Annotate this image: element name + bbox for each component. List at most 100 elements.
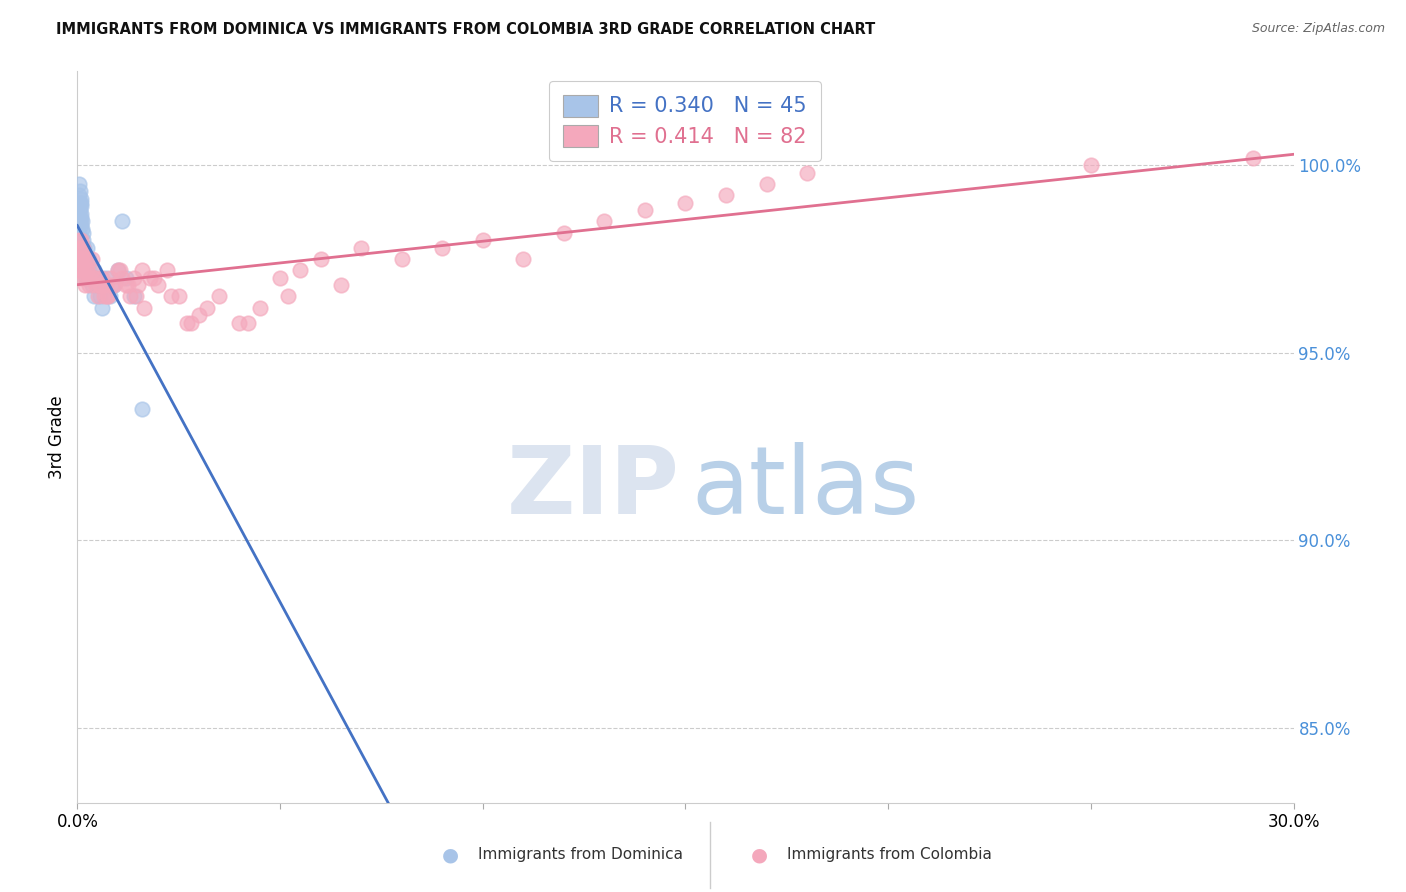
Point — [111, 270, 134, 285]
Point — [309, 252, 332, 266]
Point — [277, 289, 299, 303]
Point — [84, 278, 107, 293]
Point — [72, 233, 94, 247]
Point — [131, 263, 153, 277]
Point — [98, 289, 121, 303]
Point — [67, 177, 90, 191]
Point — [70, 222, 93, 236]
Point — [236, 316, 259, 330]
Point — [188, 308, 211, 322]
Point — [76, 252, 98, 266]
Point — [76, 263, 98, 277]
Point — [69, 252, 91, 266]
Legend: R = 0.340   N = 45, R = 0.414   N = 82: R = 0.340 N = 45, R = 0.414 N = 82 — [550, 81, 821, 161]
Point — [67, 252, 90, 266]
Point — [290, 263, 312, 277]
Point — [73, 278, 96, 293]
Point — [1241, 151, 1264, 165]
Point — [70, 211, 93, 225]
Point — [77, 270, 100, 285]
Point — [75, 263, 97, 277]
Point — [67, 226, 90, 240]
Point — [67, 241, 90, 255]
Point — [675, 195, 697, 210]
Point — [107, 263, 129, 277]
Point — [80, 252, 103, 266]
Point — [329, 278, 352, 293]
Point — [90, 270, 112, 285]
Point — [139, 270, 162, 285]
Point — [75, 270, 97, 285]
Point — [83, 263, 105, 277]
Point — [67, 188, 90, 202]
Point — [115, 270, 138, 285]
Text: Immigrants from Colombia: Immigrants from Colombia — [787, 847, 993, 862]
Point — [134, 301, 156, 315]
Point — [89, 278, 111, 293]
Point — [82, 270, 104, 285]
Point — [127, 278, 149, 293]
Point — [391, 252, 413, 266]
Point — [67, 252, 90, 266]
Text: ●: ● — [441, 845, 458, 864]
Point — [103, 278, 125, 293]
Point — [122, 289, 145, 303]
Point — [70, 252, 93, 266]
Point — [79, 278, 101, 293]
Point — [228, 316, 250, 330]
Point — [432, 241, 454, 255]
Point — [89, 278, 111, 293]
Point — [93, 289, 115, 303]
Point — [69, 185, 91, 199]
Point — [94, 278, 117, 293]
Text: Source: ZipAtlas.com: Source: ZipAtlas.com — [1251, 22, 1385, 36]
Point — [70, 195, 93, 210]
Point — [117, 278, 139, 293]
Y-axis label: 3rd Grade: 3rd Grade — [48, 395, 66, 479]
Point — [249, 301, 271, 315]
Point — [72, 263, 94, 277]
Point — [69, 233, 91, 247]
Point — [67, 241, 90, 255]
Text: Immigrants from Dominica: Immigrants from Dominica — [478, 847, 683, 862]
Point — [755, 177, 778, 191]
Point — [1080, 158, 1102, 172]
Point — [75, 252, 97, 266]
Point — [69, 214, 91, 228]
Point — [159, 289, 181, 303]
Text: ●: ● — [751, 845, 768, 864]
Point — [176, 316, 198, 330]
Point — [73, 263, 96, 277]
Point — [89, 289, 111, 303]
Point — [67, 263, 90, 277]
Point — [70, 241, 93, 255]
Point — [107, 263, 129, 277]
Point — [553, 226, 575, 240]
Point — [634, 203, 657, 218]
Point — [70, 214, 93, 228]
Text: atlas: atlas — [692, 442, 920, 534]
Point — [86, 278, 108, 293]
Point — [69, 195, 91, 210]
Point — [69, 207, 91, 221]
Point — [208, 289, 231, 303]
Point — [148, 278, 170, 293]
Text: ZIP: ZIP — [506, 442, 679, 534]
Point — [115, 278, 138, 293]
Point — [73, 252, 96, 266]
Point — [103, 278, 125, 293]
Point — [93, 278, 115, 293]
Point — [83, 270, 105, 285]
Point — [796, 166, 818, 180]
Point — [80, 278, 103, 293]
Point — [155, 263, 177, 277]
Point — [77, 263, 100, 277]
Point — [122, 270, 145, 285]
Point — [79, 252, 101, 266]
Point — [69, 270, 91, 285]
Point — [70, 218, 93, 232]
Point — [70, 263, 93, 277]
Point — [98, 270, 121, 285]
Point — [72, 241, 94, 255]
Point — [111, 214, 134, 228]
